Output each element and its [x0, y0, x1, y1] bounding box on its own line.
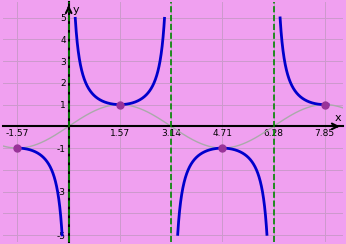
Text: x: x — [334, 113, 341, 123]
Text: y: y — [73, 5, 79, 15]
